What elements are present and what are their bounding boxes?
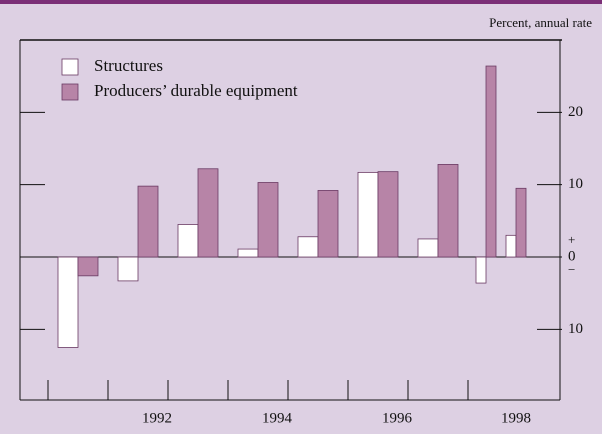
unit-label: Percent, annual rate	[489, 15, 592, 30]
bar	[377, 171, 399, 258]
bar	[357, 171, 379, 258]
bar	[437, 164, 459, 258]
bar	[297, 236, 319, 258]
bar	[57, 256, 79, 348]
bar	[77, 256, 99, 277]
y-tick-label: 20	[568, 104, 583, 120]
y-tick-label: 10	[568, 321, 583, 337]
bar	[515, 187, 527, 258]
bar	[137, 185, 159, 258]
legend-swatch	[61, 83, 79, 101]
bar	[177, 224, 199, 258]
bar	[475, 256, 487, 284]
legend-swatch	[61, 58, 79, 76]
legend-label: Structures	[94, 56, 163, 75]
bar	[257, 182, 279, 258]
bar	[117, 256, 139, 282]
y-tick-label: 10	[568, 176, 583, 192]
zero-sign: +	[568, 232, 575, 247]
y-tick-label: 0	[568, 248, 576, 264]
bar	[485, 65, 497, 258]
x-tick-label: 1998	[501, 410, 531, 426]
legend-label: Producers’ durable equipment	[94, 81, 298, 100]
bar	[237, 248, 259, 258]
zero-sign: −	[568, 262, 575, 277]
x-tick-label: 1996	[382, 410, 413, 426]
x-tick-label: 1992	[142, 410, 172, 426]
bar	[317, 190, 339, 258]
bar	[197, 168, 219, 258]
bar	[505, 234, 517, 258]
bar	[417, 238, 439, 258]
x-tick-label: 1994	[262, 410, 293, 426]
